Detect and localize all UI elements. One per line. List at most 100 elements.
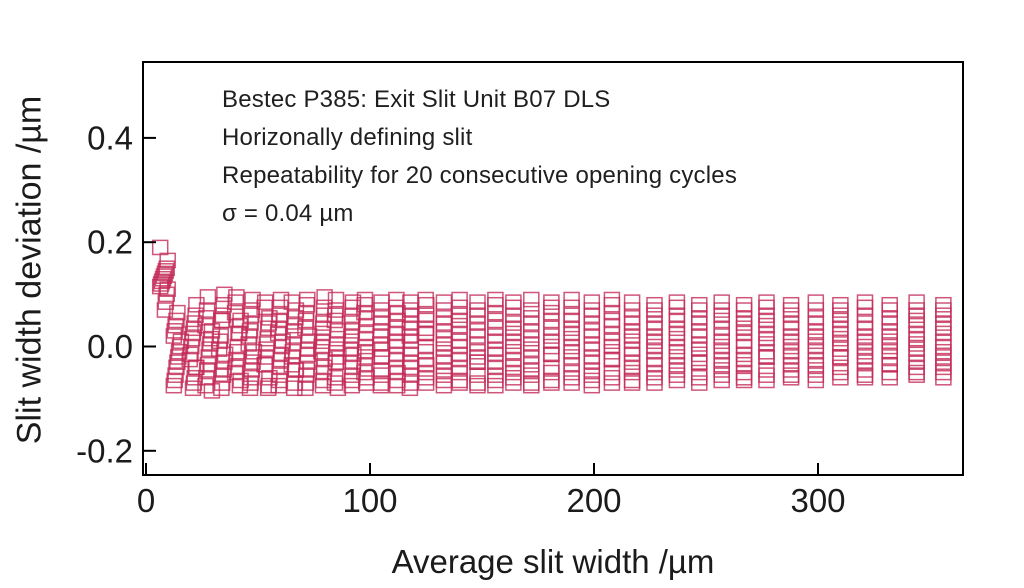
data-marker xyxy=(908,354,925,370)
data-marker xyxy=(782,302,800,318)
data-marker xyxy=(435,377,453,394)
data-marker xyxy=(807,372,825,389)
x-tick-label: 300 xyxy=(790,482,845,519)
data-marker xyxy=(505,338,522,355)
data-marker xyxy=(735,315,753,331)
data-marker xyxy=(314,320,332,337)
data-marker xyxy=(487,296,504,313)
data-marker xyxy=(691,346,708,363)
data-marker xyxy=(297,380,314,397)
data-marker xyxy=(646,369,663,386)
data-marker xyxy=(402,341,419,357)
data-marker xyxy=(713,312,730,329)
data-marker xyxy=(487,312,504,329)
data-marker xyxy=(668,294,686,310)
data-marker xyxy=(451,312,468,329)
data-marker xyxy=(623,294,641,310)
data-marker xyxy=(623,346,641,363)
data-marker xyxy=(213,380,230,397)
data-marker xyxy=(297,312,315,329)
data-marker xyxy=(487,333,504,350)
data-marker xyxy=(935,302,952,318)
data-marker xyxy=(908,367,925,383)
data-marker xyxy=(417,338,435,355)
data-marker xyxy=(807,356,825,373)
data-marker xyxy=(646,333,663,350)
data-marker xyxy=(832,369,849,386)
data-marker xyxy=(287,362,304,378)
data-marker xyxy=(241,328,258,344)
data-marker xyxy=(451,307,468,324)
data-marker xyxy=(908,359,925,376)
data-marker xyxy=(691,341,708,357)
data-marker xyxy=(152,276,170,292)
data-marker xyxy=(372,367,390,383)
y-tick-label: 0.2 xyxy=(87,224,133,261)
data-marker xyxy=(435,372,453,389)
data-marker xyxy=(713,302,730,318)
data-marker xyxy=(856,349,874,365)
annotation-line-instrument: Bestec P385: Exit Slit Unit B07 DLS xyxy=(222,86,611,113)
data-marker xyxy=(231,377,249,394)
data-marker xyxy=(212,328,229,344)
data-marker xyxy=(199,289,217,305)
data-marker xyxy=(505,369,522,386)
data-marker xyxy=(198,369,215,386)
data-marker xyxy=(469,328,486,344)
data-marker xyxy=(583,372,601,389)
data-marker xyxy=(287,362,305,378)
data-marker xyxy=(758,325,775,342)
x-tick-label: 200 xyxy=(566,482,621,519)
data-marker xyxy=(668,320,686,337)
data-marker xyxy=(832,330,849,347)
data-marker xyxy=(881,349,898,365)
data-marker xyxy=(758,372,775,389)
data-marker xyxy=(758,299,775,316)
data-marker xyxy=(623,328,641,344)
data-marker xyxy=(299,346,316,363)
data-marker xyxy=(832,359,849,376)
data-marker xyxy=(735,320,753,337)
data-marker xyxy=(167,317,184,334)
data-marker xyxy=(487,377,504,394)
data-marker xyxy=(583,328,601,344)
data-marker xyxy=(357,325,375,342)
data-marker xyxy=(691,354,708,370)
data-marker xyxy=(356,349,374,365)
data-marker xyxy=(417,325,435,342)
data-marker xyxy=(451,364,468,381)
data-marker xyxy=(713,372,730,389)
data-marker xyxy=(159,281,176,297)
data-marker xyxy=(935,369,952,386)
data-marker xyxy=(328,336,346,352)
data-marker xyxy=(523,356,540,373)
data-marker xyxy=(166,323,183,339)
data-marker xyxy=(563,307,580,324)
data-marker xyxy=(603,325,621,342)
data-marker xyxy=(158,286,175,303)
data-marker xyxy=(168,312,185,329)
data-marker xyxy=(417,369,435,386)
data-marker xyxy=(166,372,183,389)
data-marker xyxy=(668,356,686,373)
data-marker xyxy=(668,367,686,383)
data-marker xyxy=(184,380,202,397)
data-marker xyxy=(908,294,925,310)
data-marker xyxy=(935,364,952,381)
data-marker xyxy=(469,336,486,352)
data-marker xyxy=(713,367,730,383)
data-marker xyxy=(417,312,435,329)
data-marker xyxy=(832,336,849,352)
data-marker xyxy=(758,362,775,378)
data-marker xyxy=(735,351,753,368)
data-marker xyxy=(435,294,453,310)
data-marker xyxy=(505,364,522,381)
data-marker xyxy=(357,330,375,347)
data-marker xyxy=(523,336,540,352)
data-marker xyxy=(388,325,406,342)
data-marker xyxy=(182,346,199,363)
data-marker xyxy=(646,296,663,313)
data-marker xyxy=(469,354,486,370)
data-marker xyxy=(417,307,435,324)
data-marker xyxy=(563,369,580,386)
